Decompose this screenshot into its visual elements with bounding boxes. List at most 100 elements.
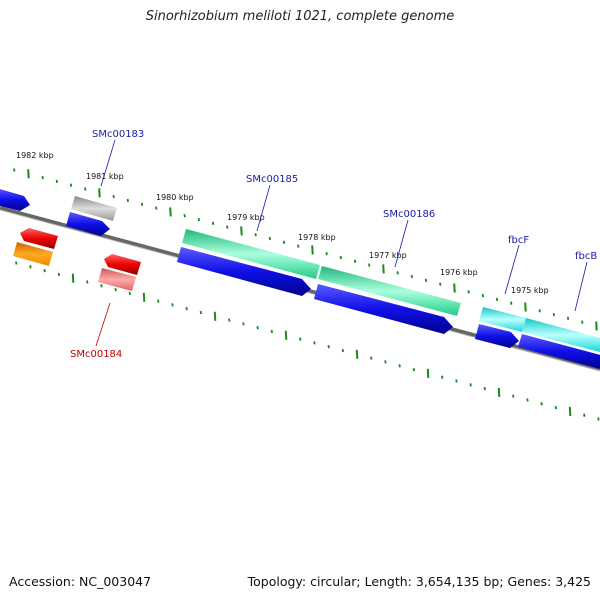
- gene-label-fbcf[interactable]: fbcF: [508, 235, 529, 246]
- scale-tick: [311, 245, 314, 255]
- scale-tick: [297, 244, 300, 248]
- scale-tick: [71, 273, 75, 283]
- scale-tick: [29, 265, 32, 269]
- kbp-label: 1978 kbp: [298, 233, 336, 242]
- scale-tick: [597, 417, 600, 421]
- scale-tick: [581, 320, 584, 324]
- scale-tick: [15, 261, 18, 265]
- tick-track-inner: [15, 261, 600, 421]
- scale-tick: [142, 292, 146, 302]
- scale-tick: [183, 214, 186, 218]
- cds-feature[interactable]: [0, 188, 30, 211]
- scale-tick: [140, 202, 144, 206]
- scale-tick: [171, 303, 174, 307]
- scale-tick: [268, 236, 271, 241]
- scale-tick: [242, 322, 245, 326]
- scale-tick: [424, 278, 428, 283]
- scale-tick: [355, 349, 359, 359]
- gene-label-smc00185[interactable]: SMc00185: [246, 174, 298, 185]
- scale-tick: [370, 356, 373, 360]
- scale-tick: [398, 364, 401, 368]
- scale-tick: [282, 240, 286, 244]
- scale-tick: [299, 337, 302, 341]
- gene-label-smc00186[interactable]: SMc00186: [383, 209, 435, 220]
- cds-feature-fbcf[interactable]: [475, 324, 519, 348]
- cds-feature-smc00186[interactable]: [314, 284, 453, 334]
- cds-feature-smc00185[interactable]: [177, 247, 311, 296]
- scale-tick: [128, 291, 131, 296]
- gene-feature-smc00186[interactable]: [318, 266, 461, 316]
- scale-tick: [339, 255, 342, 260]
- gene-feature-smc00183[interactable]: [71, 196, 117, 221]
- gene-label-smc00184[interactable]: SMc00184: [70, 349, 122, 360]
- scale-tick: [256, 326, 259, 330]
- kbp-label: 1976 kbp: [440, 268, 478, 277]
- accession-text: Accession: NC_003047: [9, 574, 152, 589]
- kbp-label: 1975 kbp: [511, 286, 549, 295]
- scale-tick: [483, 386, 486, 391]
- scale-tick: [27, 169, 30, 179]
- gene-feature-orange[interactable]: [13, 242, 53, 266]
- kbp-label: 1981 kbp: [86, 172, 124, 181]
- scale-tick: [481, 293, 484, 298]
- gene-label-fbcb[interactable]: fbcB: [575, 251, 597, 262]
- scale-tick: [114, 287, 117, 292]
- scale-tick: [512, 394, 515, 398]
- scale-tick: [313, 341, 316, 345]
- scale-tick: [595, 321, 598, 331]
- scale-tick: [384, 360, 387, 364]
- gene-feature-smc00185[interactable]: [182, 229, 320, 279]
- kbp-label: 1980 kbp: [156, 193, 194, 202]
- scale-tick: [126, 198, 129, 203]
- scale-tick: [86, 280, 89, 284]
- scale-tick: [213, 311, 217, 321]
- gene-features: [0, 188, 600, 369]
- kbp-label: 1979 kbp: [227, 213, 265, 222]
- scale-tick: [185, 307, 188, 311]
- scale-tick: [228, 318, 231, 322]
- scale-tick: [412, 367, 415, 372]
- scale-labels: 1982 kbp 1981 kbp 1980 kbp 1979 kbp 1978…: [16, 151, 549, 295]
- gene-feature-fbcf[interactable]: [479, 307, 526, 332]
- scale-tick: [554, 405, 557, 410]
- scale-tick: [552, 312, 555, 317]
- scale-tick: [566, 316, 570, 321]
- cds-feature-fbcb[interactable]: [518, 334, 600, 369]
- gene-label-smc00183[interactable]: SMc00183: [92, 129, 144, 140]
- scale-tick: [169, 207, 172, 217]
- scale-tick: [240, 226, 243, 236]
- scale-tick: [69, 183, 73, 187]
- scale-tick: [57, 272, 60, 277]
- gene-feature-smc00184-red[interactable]: [104, 254, 141, 275]
- kbp-label: 1982 kbp: [16, 151, 54, 160]
- scale-tick: [495, 297, 499, 302]
- scale-tick: [100, 284, 103, 288]
- scale-tick: [396, 271, 399, 275]
- tick-track-outer: [13, 168, 598, 331]
- scale-tick: [353, 259, 357, 263]
- scale-tick: [410, 274, 413, 279]
- scale-tick: [467, 290, 470, 294]
- scale-tick: [112, 194, 115, 199]
- gene-feature-red-left[interactable]: [20, 228, 58, 249]
- scale-tick: [453, 283, 456, 293]
- scale-tick: [327, 345, 330, 349]
- kbp-label: 1977 kbp: [369, 251, 407, 260]
- scale-tick: [368, 263, 371, 267]
- scale-tick: [284, 330, 288, 340]
- gene-feature-fbcb[interactable]: [522, 318, 600, 352]
- scale-tick: [98, 188, 101, 198]
- scale-tick: [197, 217, 200, 222]
- gene-feature-smc00184[interactable]: [98, 268, 136, 291]
- scale-tick: [325, 252, 328, 256]
- scale-tick: [526, 398, 529, 402]
- scale-tick: [469, 383, 472, 387]
- scale-tick: [382, 264, 385, 274]
- scale-tick: [510, 301, 513, 305]
- scale-tick: [540, 402, 543, 406]
- scale-tick: [341, 348, 344, 353]
- cds-feature-smc00183[interactable]: [66, 212, 110, 236]
- scale-tick: [13, 168, 16, 172]
- scale-tick: [270, 329, 273, 334]
